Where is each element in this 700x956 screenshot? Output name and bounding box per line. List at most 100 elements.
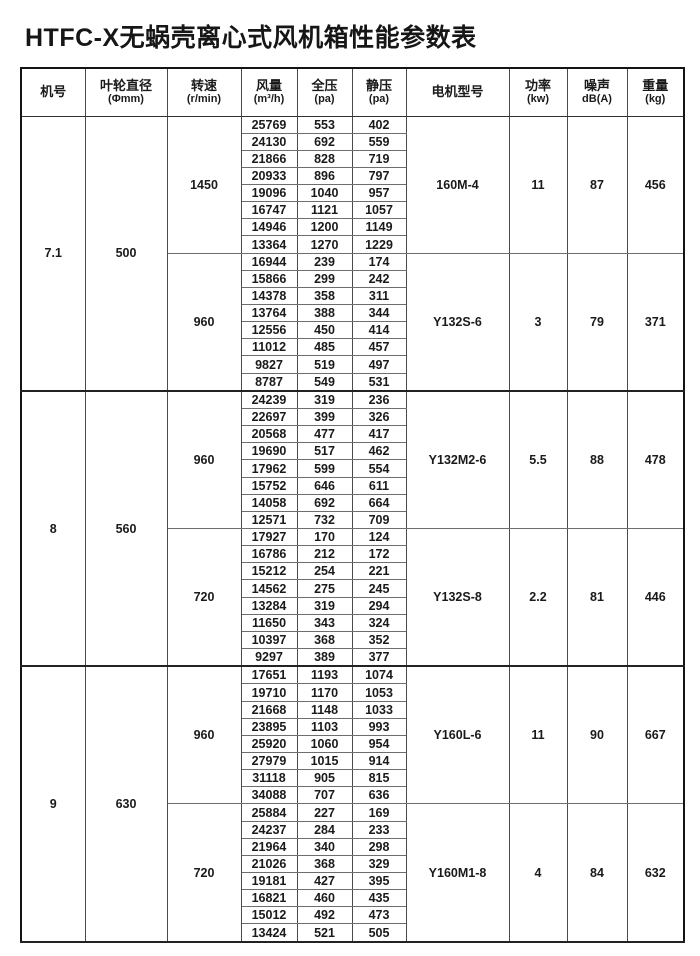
table-header-row: 机号 叶轮直径 (Φmm) 转速 (r/min) 风量 (m³/h) 全压 (pa) 静压 (pa)… [20, 67, 685, 117]
total-pressure-cell: 358 [296, 286, 353, 306]
speed-cell: 960 [166, 665, 242, 805]
air-volume-cell: 13364 [240, 235, 298, 254]
air-volume-cell: 11012 [240, 338, 298, 357]
weight-cell: 632 [626, 803, 685, 944]
static-pressure-cell: 1149 [351, 218, 407, 237]
static-pressure-cell: 344 [351, 304, 407, 323]
table-row: 9297 389 377 [21, 648, 684, 668]
static-pressure-cell: 169 [351, 803, 407, 822]
table-row: 16821 460 435 [21, 889, 684, 908]
total-pressure-cell: 427 [296, 871, 353, 891]
total-pressure-cell: 399 [296, 408, 353, 427]
column-header-unit: (kg) [645, 93, 666, 106]
static-pressure-cell: 298 [351, 837, 407, 856]
air-volume-cell: 15866 [240, 269, 298, 288]
static-pressure-cell: 1053 [351, 683, 407, 702]
motor-model-cell: 160M-4 [405, 115, 510, 254]
power-cell: 11 [508, 665, 568, 805]
machine-no-cell: 7.1 [20, 115, 86, 392]
air-volume-cell: 13424 [240, 923, 298, 944]
column-header-label: 转速 [190, 77, 217, 93]
column-header: 叶轮直径 (Φmm) [84, 67, 168, 117]
static-pressure-cell: 559 [351, 132, 407, 151]
static-pressure-cell: 417 [351, 425, 407, 444]
total-pressure-cell: 388 [296, 304, 353, 323]
air-volume-cell: 17962 [240, 459, 298, 478]
air-volume-cell: 24239 [240, 390, 298, 410]
static-pressure-cell: 473 [351, 906, 407, 925]
static-pressure-cell: 505 [351, 923, 407, 944]
table-row: 13364 1270 1229 [21, 235, 684, 254]
total-pressure-cell: 1121 [296, 201, 353, 220]
static-pressure-cell: 957 [351, 184, 407, 203]
total-pressure-cell: 599 [296, 459, 353, 478]
static-pressure-cell: 324 [351, 613, 407, 632]
total-pressure-cell: 1040 [296, 184, 353, 203]
air-volume-cell: 9827 [240, 355, 298, 374]
weight-cell: 456 [626, 115, 685, 254]
power-cell: 4 [508, 803, 568, 944]
column-header-unit: (Φmm) [108, 93, 144, 106]
air-volume-cell: 20568 [240, 425, 298, 444]
total-pressure-cell: 1270 [296, 235, 353, 254]
static-pressure-cell: 709 [351, 510, 407, 530]
static-pressure-cell: 395 [351, 871, 407, 891]
total-pressure-cell: 284 [296, 820, 353, 839]
motor-model-cell: Y132S-8 [405, 528, 510, 668]
total-pressure-cell: 692 [296, 132, 353, 151]
table-row: 14562 275 245 [21, 579, 684, 598]
total-pressure-cell: 343 [296, 613, 353, 632]
noise-cell: 88 [566, 390, 628, 530]
fan-performance-table: 机号 叶轮直径 (Φmm) 转速 (r/min) 风量 (m³/h) 全压 (pa) 静压 (pa)… [20, 67, 685, 944]
table-row: 12556 450 414 [21, 321, 684, 340]
air-volume-cell: 15752 [240, 476, 298, 495]
total-pressure-cell: 1193 [296, 665, 353, 685]
total-pressure-cell: 519 [296, 355, 353, 374]
machine-no-cell: 8 [20, 390, 86, 668]
total-pressure-cell: 1015 [296, 752, 353, 771]
air-volume-cell: 31118 [240, 769, 298, 788]
total-pressure-cell: 492 [296, 906, 353, 925]
power-cell: 2.2 [508, 528, 568, 668]
static-pressure-cell: 352 [351, 630, 407, 650]
total-pressure-cell: 389 [296, 648, 353, 668]
air-volume-cell: 25884 [240, 803, 298, 822]
power-cell: 3 [508, 252, 568, 392]
total-pressure-cell: 254 [296, 562, 353, 581]
total-pressure-cell: 521 [296, 923, 353, 944]
power-cell: 11 [508, 115, 568, 254]
total-pressure-cell: 485 [296, 338, 353, 357]
static-pressure-cell: 719 [351, 149, 407, 168]
table-row: 14946 1200 1149 [21, 218, 684, 237]
weight-cell: 667 [626, 665, 685, 805]
static-pressure-cell: 914 [351, 752, 407, 771]
column-header-unit: (m³/h) [253, 93, 285, 106]
total-pressure-cell: 646 [296, 476, 353, 495]
static-pressure-cell: 242 [351, 269, 407, 288]
static-pressure-cell: 294 [351, 596, 407, 615]
table-row: 13424 521 505 [21, 923, 684, 944]
table-row: 21668 1148 1033 [21, 700, 684, 719]
column-header-label: 功率 [524, 77, 551, 93]
static-pressure-cell: 311 [351, 286, 407, 306]
total-pressure-cell: 227 [296, 803, 353, 822]
table-row: 14058 692 664 [21, 493, 684, 512]
total-pressure-cell: 340 [296, 837, 353, 856]
motor-model-cell: Y132M2-6 [405, 390, 510, 530]
total-pressure-cell: 692 [296, 493, 353, 512]
table-row: 10397 368 352 [21, 630, 684, 650]
total-pressure-cell: 239 [296, 252, 353, 271]
static-pressure-cell: 611 [351, 476, 407, 495]
power-cell: 5.5 [508, 390, 568, 530]
table-body: 7.1 500 1450 25769 553 402 160M-4 11 87 456 24130 6… [20, 115, 685, 944]
column-header-unit: (pa) [314, 93, 335, 106]
table-row: 24237 284 233 [21, 820, 684, 839]
table-row: 8 560 960 24239 319 236 Y132M2-6 5.5 88 478 [20, 390, 685, 668]
motor-model-cell: Y132S-6 [405, 252, 510, 392]
static-pressure-cell: 457 [351, 338, 407, 357]
total-pressure-cell: 368 [296, 854, 353, 874]
air-volume-cell: 19690 [240, 442, 298, 461]
air-volume-cell: 21964 [240, 837, 298, 856]
column-header-unit: (pa) [368, 93, 390, 106]
air-volume-cell: 14946 [240, 218, 298, 237]
